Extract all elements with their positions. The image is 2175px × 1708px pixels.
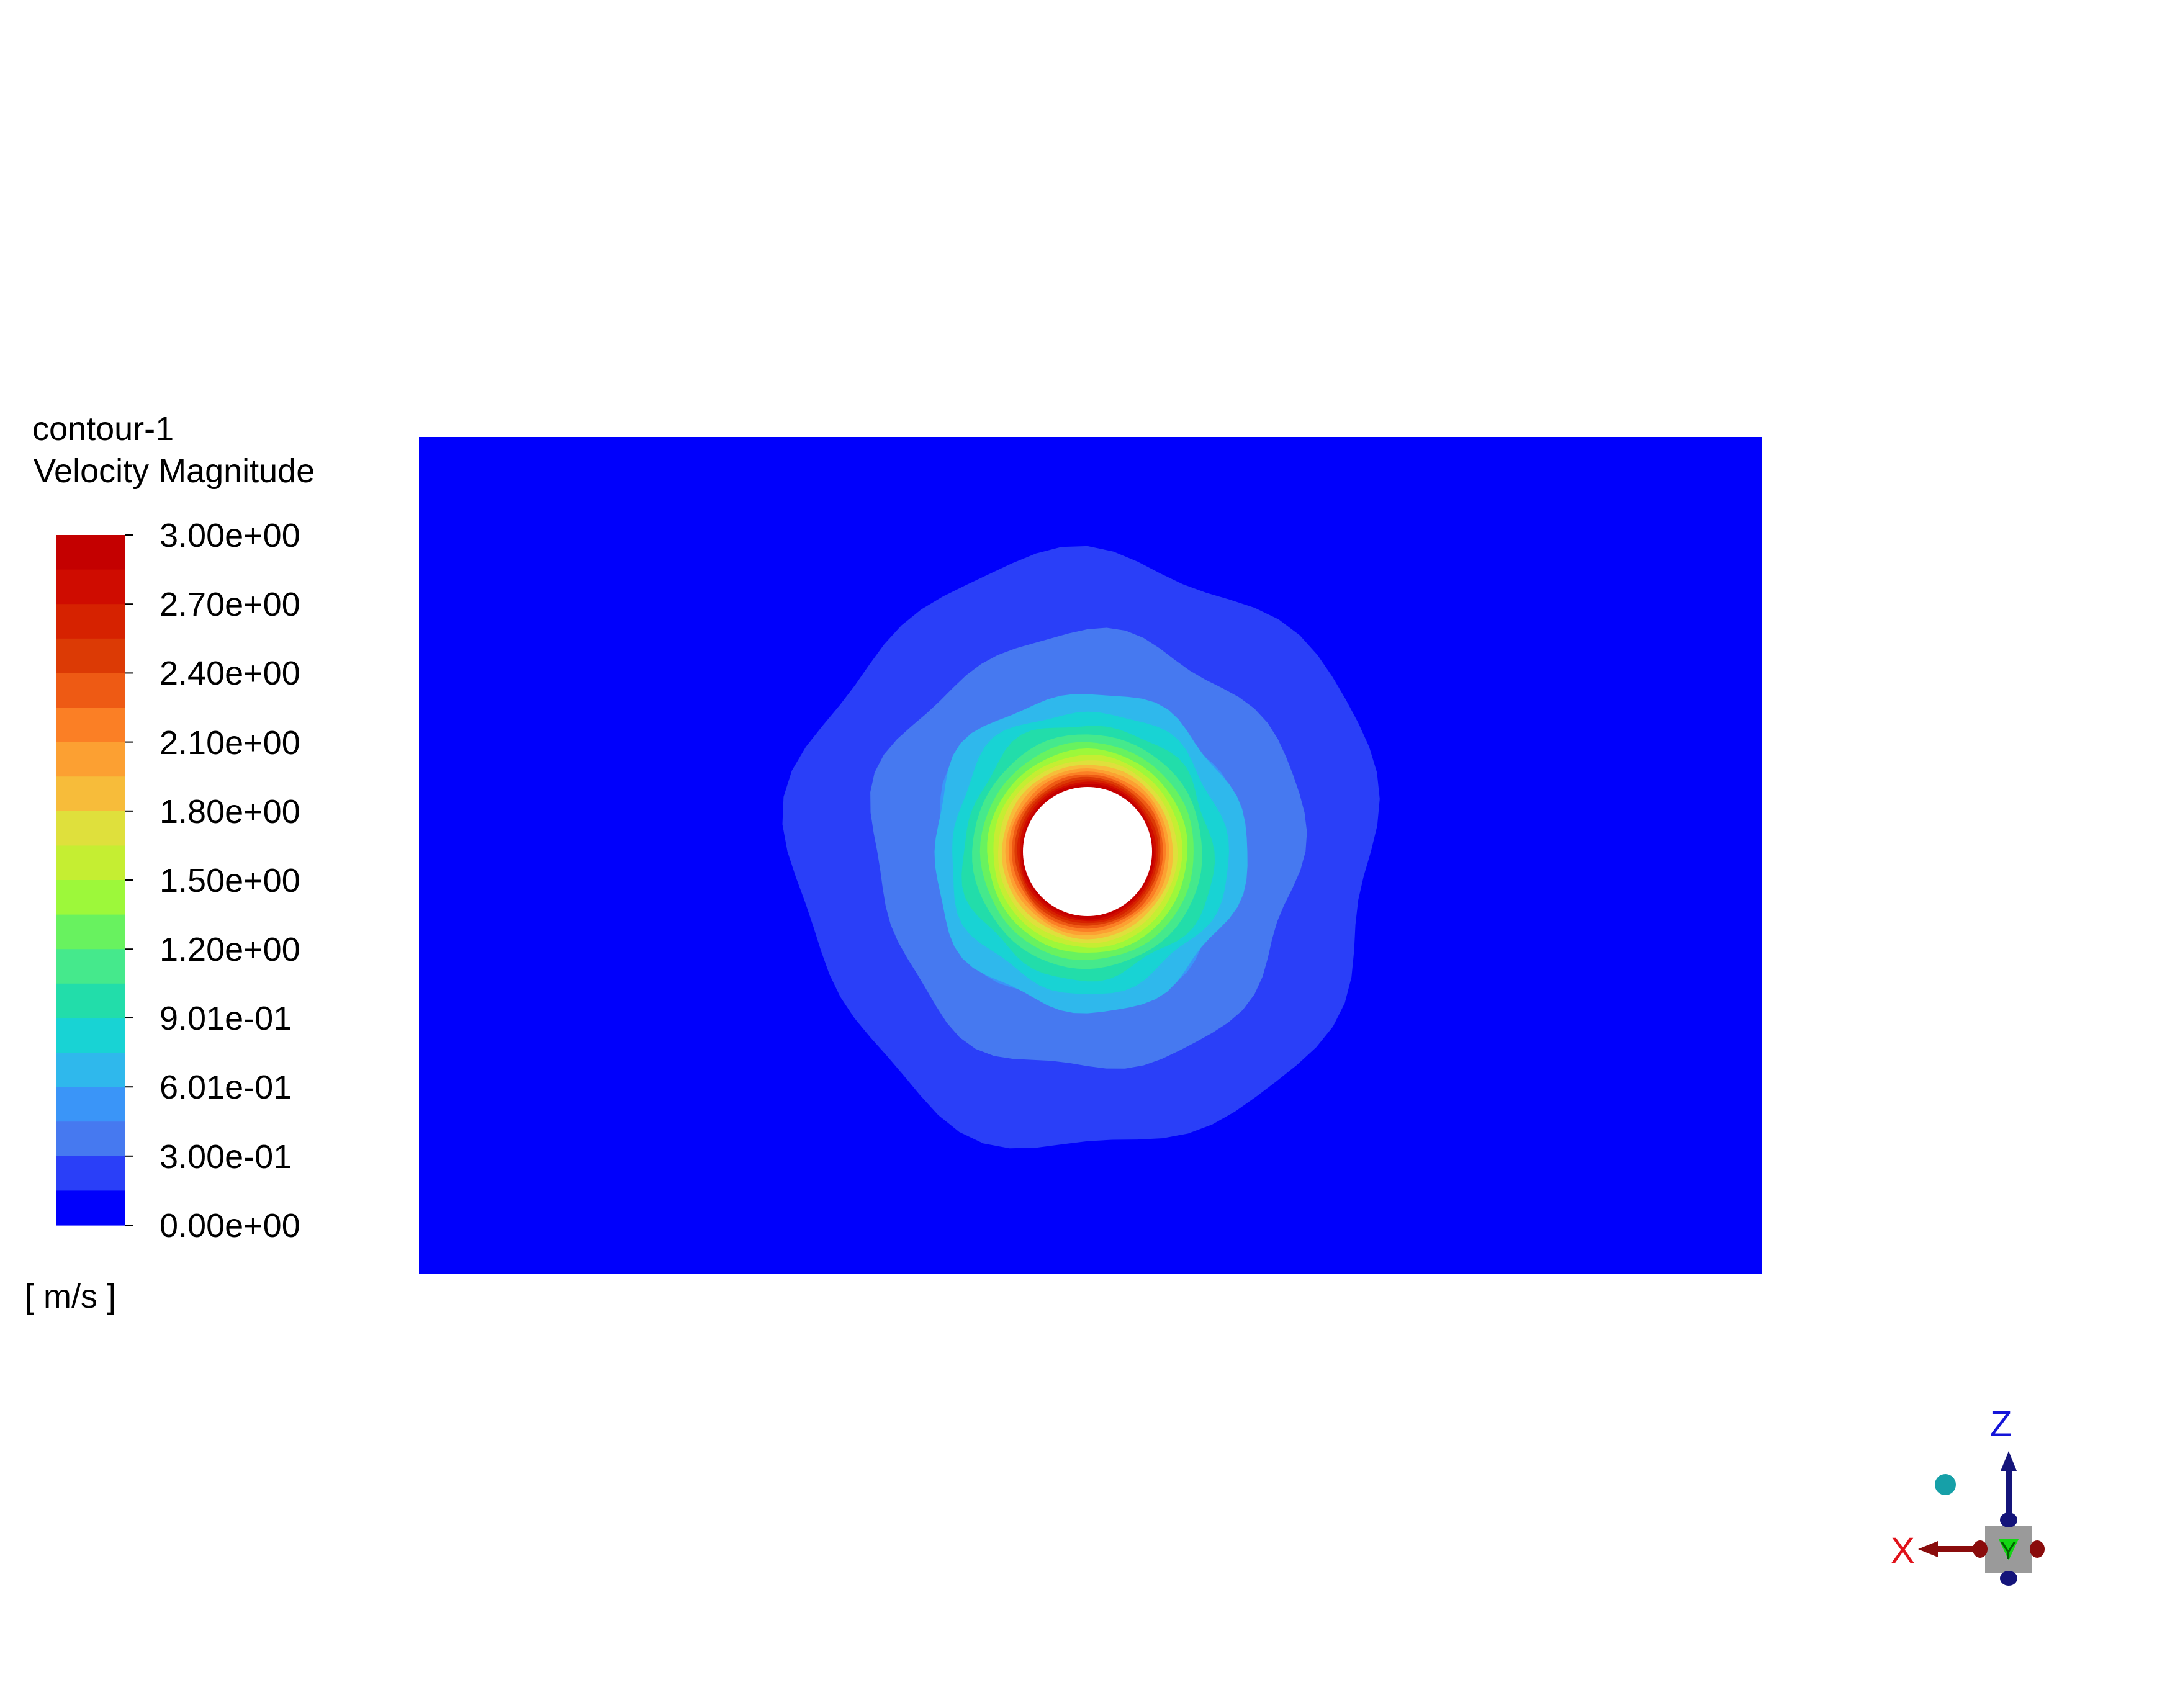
- triad-z-knob-bottom: [2000, 1571, 2017, 1586]
- legend-tick-label: 1.20e+00: [160, 931, 300, 969]
- legend-tick-label: 2.70e+00: [160, 586, 300, 624]
- legend-band-4: [56, 673, 125, 708]
- legend-ticks: [125, 534, 133, 1226]
- legend-band-16: [56, 1087, 125, 1122]
- legend-band-19: [56, 1190, 125, 1226]
- legend-band-3: [56, 638, 125, 673]
- legend-tick-label: 3.00e+00: [160, 517, 300, 554]
- legend-band-8: [56, 811, 125, 846]
- legend-band-13: [56, 983, 125, 1018]
- legend-band-7: [56, 776, 125, 812]
- legend-tick-label: 2.10e+00: [160, 724, 300, 762]
- legend-tick-label: 1.80e+00: [160, 793, 300, 830]
- legend-band-2: [56, 604, 125, 639]
- triad-x-knob-right: [2030, 1540, 2045, 1558]
- legend-band-18: [56, 1156, 125, 1191]
- triad-x-arrowhead: [1918, 1541, 1938, 1557]
- legend-tick-label: 9.01e-01: [160, 1000, 292, 1038]
- triad-view-sphere[interactable]: [1935, 1474, 1956, 1495]
- legend-tick-label: 1.50e+00: [160, 862, 300, 899]
- legend-band-1: [56, 569, 125, 605]
- legend-variable: Velocity Magnitude: [34, 452, 315, 490]
- legend-band-9: [56, 845, 125, 881]
- triad-x-knob: [1973, 1540, 1988, 1558]
- legend-band-17: [56, 1121, 125, 1157]
- legend-colorbar: [56, 535, 125, 1226]
- legend-tick-label: 2.40e+00: [160, 655, 300, 693]
- triad-z-label: Z: [1990, 1404, 2012, 1444]
- legend-band-5: [56, 708, 125, 743]
- triad-y-label: Y: [2000, 1537, 2017, 1565]
- legend-tick-label: 0.00e+00: [160, 1207, 300, 1244]
- triad-x-label: X: [1891, 1530, 1915, 1571]
- legend-band-15: [56, 1053, 125, 1088]
- triad-z-knob: [2000, 1512, 2017, 1527]
- cylinder-hole: [1023, 787, 1152, 916]
- triad-z-arrowhead: [2001, 1451, 2017, 1471]
- legend-band-0: [56, 535, 125, 570]
- legend-band-10: [56, 880, 125, 915]
- triad-y-arrowhead: [1999, 1539, 2019, 1560]
- contour-bands: [782, 546, 1380, 1149]
- legend-band-11: [56, 914, 125, 950]
- legend-units: [ m/s ]: [25, 1278, 116, 1315]
- axes-triad[interactable]: Z X Y: [1891, 1404, 2045, 1586]
- legend-band-14: [56, 1018, 125, 1053]
- legend-tick-label: 3.00e-01: [160, 1138, 292, 1175]
- legend-band-6: [56, 742, 125, 777]
- legend-title: contour-1: [32, 410, 174, 447]
- legend-band-12: [56, 949, 125, 984]
- legend-tick-label: 6.01e-01: [160, 1069, 292, 1107]
